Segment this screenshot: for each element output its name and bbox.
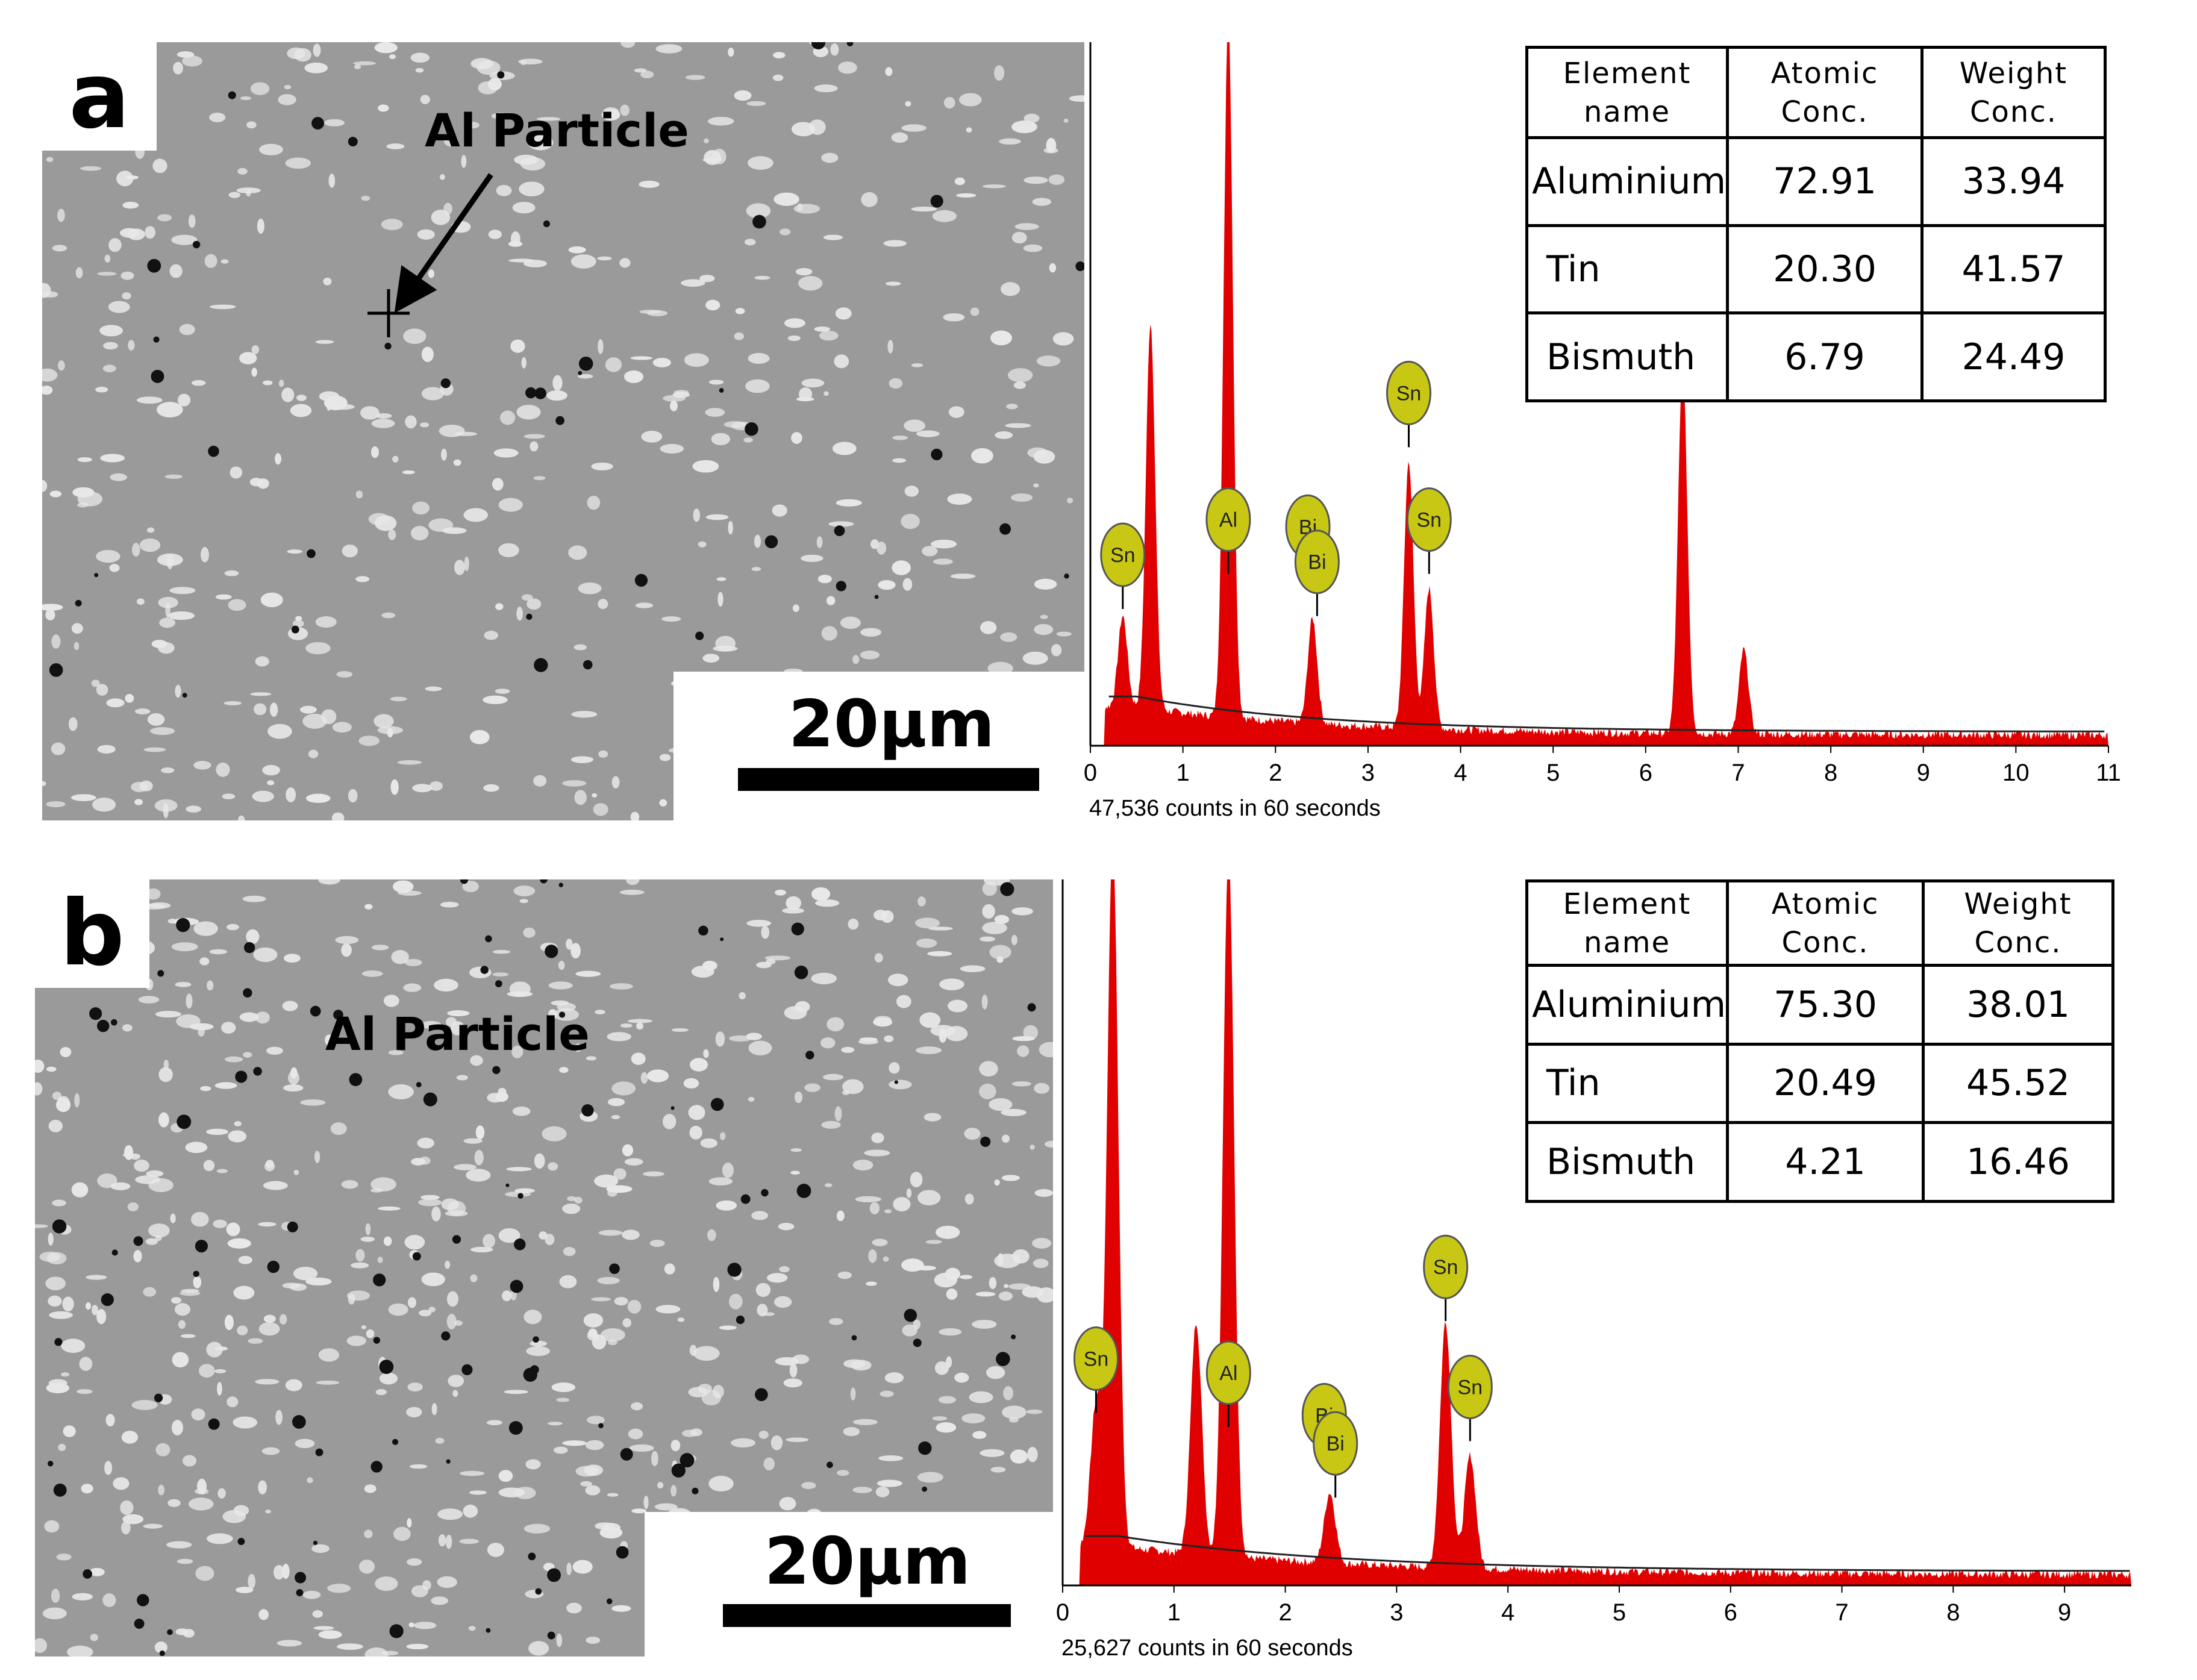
peak-marker: Sn bbox=[1406, 487, 1452, 574]
peak-label: Bi bbox=[1327, 1432, 1345, 1455]
x-tick-label: 7 bbox=[1731, 760, 1745, 786]
weight-cell: 16.46 bbox=[1922, 1121, 2114, 1203]
x-tick-label: 6 bbox=[1639, 760, 1652, 786]
weight-cell: 33.94 bbox=[1920, 136, 2107, 227]
atomic-cell: 6.79 bbox=[1726, 311, 1924, 402]
element-cell: Aluminium bbox=[1525, 964, 1730, 1046]
atomic-cell: 75.30 bbox=[1726, 964, 1925, 1046]
peak-marker: Sn bbox=[1447, 1354, 1493, 1441]
x-tick-label: 3 bbox=[1361, 760, 1375, 786]
background-trace bbox=[1085, 1535, 2130, 1572]
x-tick-label: 7 bbox=[1835, 1599, 1848, 1626]
weight-cell: 38.01 bbox=[1922, 964, 2114, 1046]
weight-cell: 45.52 bbox=[1922, 1042, 2114, 1125]
x-tick-label: 11 bbox=[2096, 760, 2120, 786]
peak-label: Sn bbox=[1458, 1376, 1483, 1399]
crosshair-a bbox=[367, 289, 410, 337]
element-cell: Aluminium bbox=[1525, 136, 1730, 227]
peak-label: Sn bbox=[1433, 1256, 1458, 1279]
x-tick-label: 9 bbox=[1917, 760, 1930, 786]
x-tick-label: 10 bbox=[2002, 760, 2030, 786]
table-header-atomic: Atomic Conc. bbox=[1726, 46, 1924, 139]
table-header-element: Element name bbox=[1525, 879, 1730, 967]
background-trace bbox=[1108, 695, 2105, 732]
atomic-cell: 72.91 bbox=[1726, 136, 1924, 227]
eds-spectrum-a: 0 1 2 3 4 5 6 7 8 9 10 11 47,536 counts in 60 second… bbox=[1084, 42, 2120, 821]
peak-label: Al bbox=[1219, 509, 1237, 532]
eds-table-b: Element name Atomic Conc. Weight Conc. Alum… bbox=[1525, 879, 2114, 1203]
x-tick-label: 8 bbox=[1824, 760, 1837, 786]
x-tick-label: 3 bbox=[1390, 1599, 1403, 1626]
peak-marker: Sn bbox=[1423, 1234, 1469, 1322]
x-tick-label: 1 bbox=[1177, 760, 1190, 786]
table-row: Bismuth 4.21 16.46 bbox=[1525, 1121, 2114, 1203]
peak-marker: Sn bbox=[1100, 522, 1146, 610]
counts-text: 25,627 counts in 60 seconds bbox=[1061, 1635, 1353, 1661]
atomic-cell: 4.21 bbox=[1726, 1121, 1925, 1203]
scale-box-b bbox=[645, 1512, 1053, 1657]
al-particle-label-a: Al Particle bbox=[425, 104, 689, 157]
table-row: Bismuth 6.79 24.49 bbox=[1525, 311, 2107, 402]
scale-bar-a bbox=[738, 768, 1039, 791]
table-row: Tin 20.49 45.52 bbox=[1525, 1042, 2114, 1125]
peak-label: Al bbox=[1219, 1362, 1237, 1385]
element-cell: Tin bbox=[1525, 223, 1730, 315]
element-cell: Bismuth bbox=[1525, 1121, 1730, 1203]
sem-image-b bbox=[35, 879, 1053, 1657]
al-particle-label-b: Al Particle bbox=[325, 1007, 590, 1061]
eds-spectrum-b: 0 1 2 3 4 5 6 7 8 9 25,627 counts in 60 seconds Sn A… bbox=[1056, 879, 2131, 1661]
peak-marker: Al bbox=[1205, 487, 1251, 574]
peak-label: Bi bbox=[1308, 551, 1326, 574]
x-tick-label: 2 bbox=[1278, 1599, 1292, 1626]
element-cell: Tin bbox=[1525, 1042, 1730, 1125]
panel-label-a: a bbox=[42, 42, 157, 151]
x-tick-label: 8 bbox=[1946, 1599, 1960, 1626]
counts-text: 47,536 counts in 60 seconds bbox=[1089, 796, 1381, 821]
scale-bar-b bbox=[723, 1604, 1011, 1627]
x-tick-label: 5 bbox=[1546, 760, 1560, 786]
scale-label-b: 20μm bbox=[764, 1524, 971, 1599]
x-tick-label: 5 bbox=[1613, 1599, 1626, 1626]
peak-label: Sn bbox=[1084, 1348, 1109, 1371]
eds-table-a: Element name Atomic Conc. Weight Conc. Alum… bbox=[1525, 46, 2107, 402]
x-tick-label: 6 bbox=[1724, 1599, 1737, 1626]
peak-marker: Sn bbox=[1386, 360, 1432, 448]
x-tick-label: 4 bbox=[1454, 760, 1467, 786]
table-row: Aluminium 75.30 38.01 bbox=[1525, 964, 2114, 1046]
weight-cell: 24.49 bbox=[1920, 311, 2107, 402]
atomic-cell: 20.30 bbox=[1726, 223, 1924, 315]
table-header-weight: Weight Conc. bbox=[1922, 879, 2114, 967]
table-row: Aluminium 72.91 33.94 bbox=[1525, 136, 2107, 227]
x-tick-label: 9 bbox=[2058, 1599, 2071, 1626]
pointer-arrow-a bbox=[394, 173, 493, 313]
table-header-weight: Weight Conc. bbox=[1920, 46, 2107, 139]
x-tick-label: 2 bbox=[1269, 760, 1282, 786]
x-tick-label: 1 bbox=[1167, 1599, 1181, 1626]
peak-marker: Sn bbox=[1073, 1326, 1119, 1413]
peak-marker: Bi bbox=[1294, 529, 1340, 616]
peak-label: Sn bbox=[1396, 382, 1422, 405]
peak-label: Sn bbox=[1417, 509, 1442, 532]
scale-box-a bbox=[673, 672, 1084, 820]
table-row: Tin 20.30 41.57 bbox=[1525, 223, 2107, 315]
atomic-cell: 20.49 bbox=[1726, 1042, 1925, 1125]
x-tick-label: 4 bbox=[1501, 1599, 1514, 1626]
weight-cell: 41.57 bbox=[1920, 223, 2107, 315]
scale-label-a: 20μm bbox=[788, 687, 995, 762]
x-tick-label: 0 bbox=[1056, 1599, 1069, 1626]
sem-image-a bbox=[42, 42, 1084, 820]
element-cell: Bismuth bbox=[1525, 311, 1730, 402]
table-header-atomic: Atomic Conc. bbox=[1726, 879, 1925, 967]
table-header-element: Element name bbox=[1525, 46, 1730, 139]
peak-marker: Al bbox=[1205, 1340, 1251, 1427]
peak-label: Sn bbox=[1110, 544, 1136, 567]
x-tick-label: 0 bbox=[1084, 760, 1097, 786]
panel-label-b: b bbox=[35, 879, 149, 988]
peak-marker: Bi bbox=[1313, 1411, 1358, 1498]
